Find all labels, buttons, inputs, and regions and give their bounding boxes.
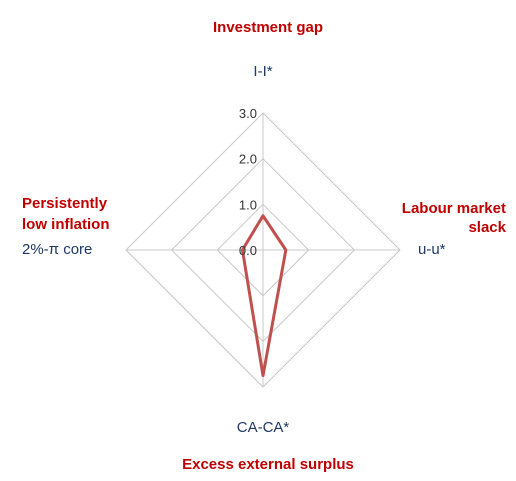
- axis-title-labour-market-slack-line2: slack: [468, 219, 506, 236]
- tick-label-0: 0.0: [239, 243, 257, 258]
- axis-title-persistently-low-inflation-line1: Persistently: [22, 195, 108, 212]
- series-polygon: [240, 214, 288, 378]
- axis-title-labour-market-slack-line1: Labour market: [401, 200, 506, 217]
- axis-title-persistently-low-inflation-line2: low inflation: [22, 216, 110, 233]
- tick-label-1: 1.0: [239, 197, 257, 212]
- tick-label-2: 2.0: [239, 152, 257, 167]
- tick-label-3: 3.0: [239, 106, 257, 121]
- axis-label-unemployment: u-u*: [418, 241, 446, 258]
- axis-title-excess-external-surplus: Excess external surplus: [182, 456, 354, 473]
- axis-title-investment-gap: Investment gap: [212, 19, 324, 36]
- axis-label-investment: I-I*: [253, 63, 273, 80]
- axis-label-current-account: CA-CA*: [236, 419, 290, 436]
- axis-label-core-inflation: 2%-π core: [22, 241, 93, 258]
